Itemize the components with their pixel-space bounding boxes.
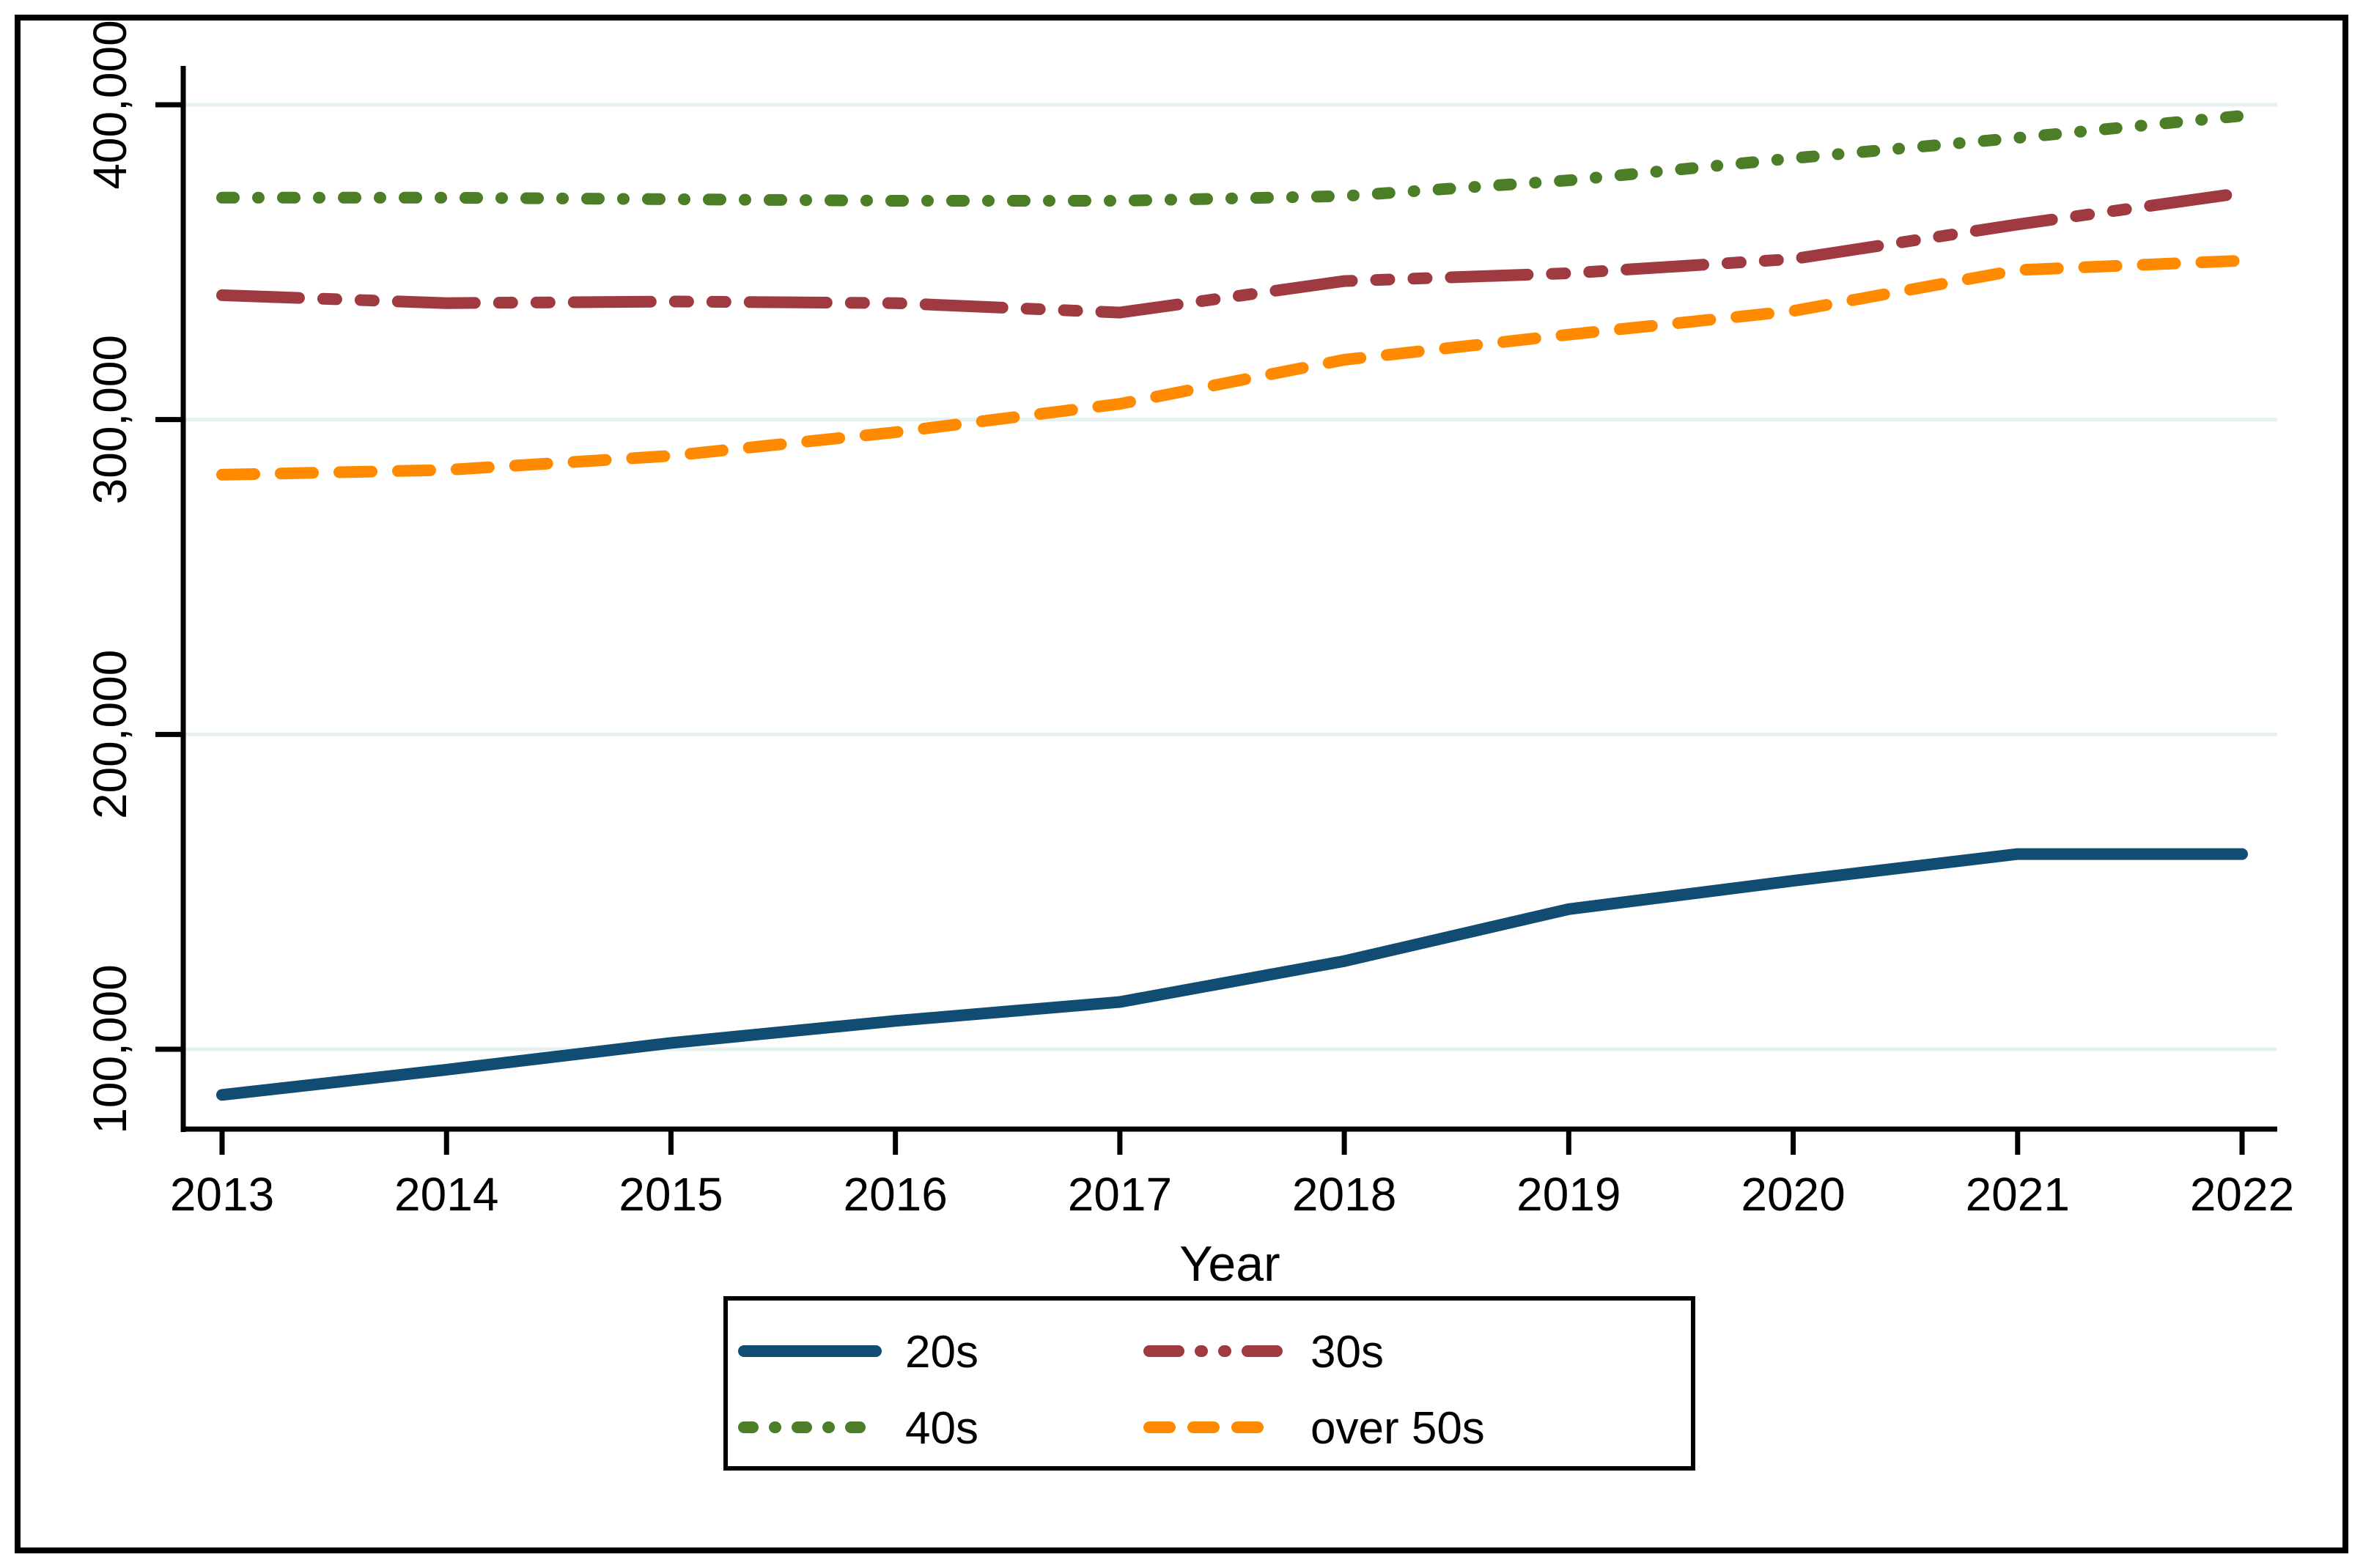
axes xyxy=(180,66,2277,1132)
x-tick-label: 2020 xyxy=(1741,1168,1845,1221)
x-tick-label: 2017 xyxy=(1068,1168,1172,1221)
series-line-20s xyxy=(216,848,2248,1101)
x-tick-label: 2013 xyxy=(170,1168,274,1221)
legend: 20s 30s 40s over 50s xyxy=(723,1296,1695,1471)
y-tick-label-group: 300,000 xyxy=(84,335,136,504)
x-tick-label: 2015 xyxy=(619,1168,723,1221)
x-tick-label: 2021 xyxy=(1966,1168,2070,1221)
legend-label-20s: 20s xyxy=(905,1327,978,1377)
x-axis-title: Year xyxy=(1179,1236,1280,1292)
legend-label-40s: 40s xyxy=(905,1403,978,1454)
legend-label-over-50s: over 50s xyxy=(1310,1403,1485,1454)
y-tick-label-group: 400,000 xyxy=(84,20,136,189)
gridlines xyxy=(185,103,2277,1051)
x-tick-label: 2018 xyxy=(1292,1168,1396,1221)
y-axis-ticks: 100,000 200,000 300,000 400,000 xyxy=(84,20,183,1134)
y-tick-label: 300,000 xyxy=(84,335,136,504)
y-tick-label: 100,000 xyxy=(84,964,136,1134)
x-tick-label: 2019 xyxy=(1516,1168,1621,1221)
series-line-40s xyxy=(216,110,2248,207)
legend-items: 20s 30s 40s over 50s xyxy=(738,1327,1485,1454)
figure-border xyxy=(15,15,2348,1553)
plot-series xyxy=(216,110,2248,1101)
x-tick-label: 2016 xyxy=(843,1168,947,1221)
y-tick-label-group: 200,000 xyxy=(84,650,136,819)
series-line-over-50s xyxy=(216,254,2248,481)
x-tick-label: 2014 xyxy=(394,1168,498,1221)
series-line-30s xyxy=(216,187,2248,319)
y-tick-label: 200,000 xyxy=(84,650,136,819)
legend-box xyxy=(723,1296,1695,1471)
x-axis-ticks: 2013 2014 2015 2016 2017 2018 2019 2020 2021 2022 xyxy=(170,1129,2294,1221)
y-tick-label-group: 100,000 xyxy=(84,964,136,1134)
legend-label-30s: 30s xyxy=(1310,1327,1384,1377)
x-tick-label: 2022 xyxy=(2190,1168,2294,1221)
y-tick-label: 400,000 xyxy=(84,20,136,189)
